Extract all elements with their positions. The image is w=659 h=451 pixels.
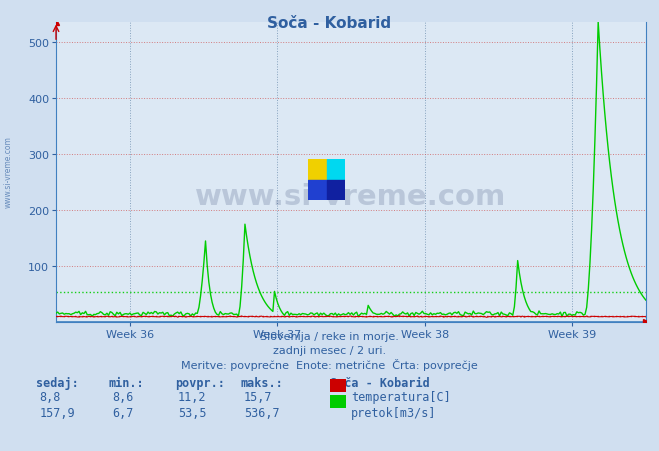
Text: pretok[m3/s]: pretok[m3/s] <box>351 406 437 419</box>
Text: 11,2: 11,2 <box>178 390 206 403</box>
Text: temperatura[C]: temperatura[C] <box>351 390 451 403</box>
Text: 6,7: 6,7 <box>112 406 133 419</box>
Bar <box>308 160 327 180</box>
Text: 8,8: 8,8 <box>40 390 61 403</box>
Text: min.:: min.: <box>109 377 144 390</box>
Text: 8,6: 8,6 <box>112 390 133 403</box>
Text: sedaj:: sedaj: <box>36 377 79 390</box>
Text: Soča - Kobarid: Soča - Kobarid <box>268 16 391 31</box>
Text: Meritve: povprečne  Enote: metrične  Črta: povprečje: Meritve: povprečne Enote: metrične Črta:… <box>181 359 478 371</box>
Bar <box>327 160 345 180</box>
Text: Slovenija / reke in morje.: Slovenija / reke in morje. <box>260 331 399 341</box>
Text: povpr.:: povpr.: <box>175 377 225 390</box>
Bar <box>308 180 327 201</box>
Text: www.si-vreme.com: www.si-vreme.com <box>195 183 507 211</box>
Text: 53,5: 53,5 <box>178 406 206 419</box>
Bar <box>327 180 345 201</box>
Text: maks.:: maks.: <box>241 377 283 390</box>
Text: www.si-vreme.com: www.si-vreme.com <box>3 135 13 207</box>
Text: 15,7: 15,7 <box>244 390 272 403</box>
Text: 157,9: 157,9 <box>40 406 75 419</box>
Text: Soča - Kobarid: Soča - Kobarid <box>330 377 429 390</box>
Text: 536,7: 536,7 <box>244 406 279 419</box>
Text: zadnji mesec / 2 uri.: zadnji mesec / 2 uri. <box>273 345 386 355</box>
